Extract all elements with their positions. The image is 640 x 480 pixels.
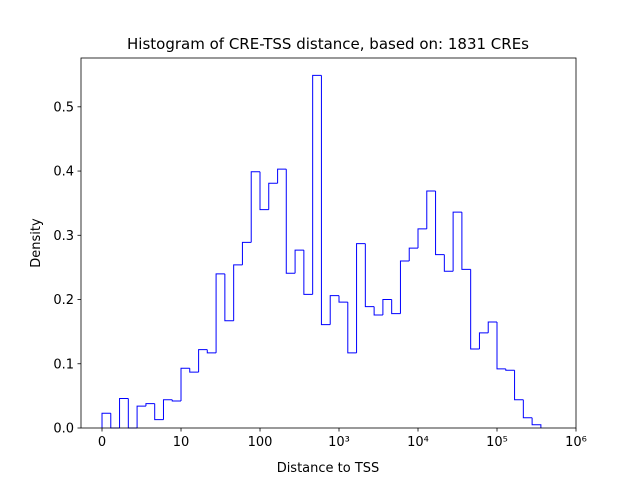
x-tick-label: 100 xyxy=(248,435,273,450)
histogram-step xyxy=(478,332,489,349)
histogram-step xyxy=(443,254,454,272)
histogram-step xyxy=(505,368,515,371)
histogram-step xyxy=(399,260,410,314)
histogram-step xyxy=(408,247,419,261)
histogram-step xyxy=(189,368,199,373)
histogram-step xyxy=(294,249,304,274)
histogram-step xyxy=(338,295,348,303)
histogram-step xyxy=(320,75,331,326)
histogram-step xyxy=(215,273,225,353)
histogram-step xyxy=(531,417,542,428)
histogram-step xyxy=(285,169,296,274)
x-tick-label: 10⁴ xyxy=(407,435,429,450)
histogram-step xyxy=(364,243,375,308)
y-tick-label: 0.3 xyxy=(53,229,74,244)
histogram-step xyxy=(312,74,322,295)
histogram-step xyxy=(303,250,313,295)
y-axis-label: Density xyxy=(29,218,44,268)
histogram-step xyxy=(206,349,217,354)
histogram-step xyxy=(514,370,524,401)
x-tick-label: 10⁶ xyxy=(565,435,587,450)
histogram-step xyxy=(268,182,278,210)
histogram-step xyxy=(127,398,138,429)
histogram-step xyxy=(145,403,155,407)
histogram-step xyxy=(382,299,392,315)
histogram-step xyxy=(171,399,182,402)
histogram-step xyxy=(119,397,129,428)
histogram-step xyxy=(417,228,427,249)
histogram-step xyxy=(391,299,401,315)
histogram-step xyxy=(347,302,357,354)
y-tick-label: 0.5 xyxy=(53,100,74,115)
histogram-step xyxy=(373,306,383,316)
histogram-step xyxy=(162,399,173,420)
histogram-step xyxy=(277,168,287,184)
histogram-step xyxy=(154,403,164,421)
histogram-step xyxy=(101,412,111,428)
chart-title: Histogram of CRE-TSS distance, based on:… xyxy=(127,35,529,53)
y-tick-label: 0.2 xyxy=(53,293,74,308)
y-tick-label: 0.4 xyxy=(53,165,74,180)
x-tick-label: 10 xyxy=(173,435,190,450)
histogram-step xyxy=(487,321,498,333)
histogram-step xyxy=(198,349,208,373)
histogram-step xyxy=(426,190,436,229)
y-tick-label: 0.0 xyxy=(53,422,74,437)
y-tick-label: 0.1 xyxy=(53,357,74,372)
histogram-step xyxy=(496,322,506,370)
histogram-step xyxy=(470,269,480,350)
histogram-step xyxy=(180,367,190,402)
x-tick-label: 10⁵ xyxy=(486,435,508,450)
x-tick-label: 10³ xyxy=(328,435,350,450)
histogram-step xyxy=(250,171,261,243)
histogram-step xyxy=(435,190,445,256)
histogram-step xyxy=(461,212,471,270)
x-tick-label: 0 xyxy=(98,435,106,450)
histogram-step xyxy=(110,413,120,429)
histogram-step xyxy=(233,264,243,321)
histogram-step xyxy=(224,273,234,322)
histogram-step xyxy=(241,241,252,265)
histogram-step xyxy=(356,243,366,353)
plot-frame xyxy=(80,57,577,429)
histogram-step xyxy=(452,211,462,272)
histogram-step xyxy=(259,171,269,211)
histogram-step xyxy=(329,295,340,325)
histogram-step xyxy=(136,405,146,428)
x-axis-label: Distance to TSS xyxy=(277,461,380,476)
histogram-step xyxy=(522,399,533,419)
